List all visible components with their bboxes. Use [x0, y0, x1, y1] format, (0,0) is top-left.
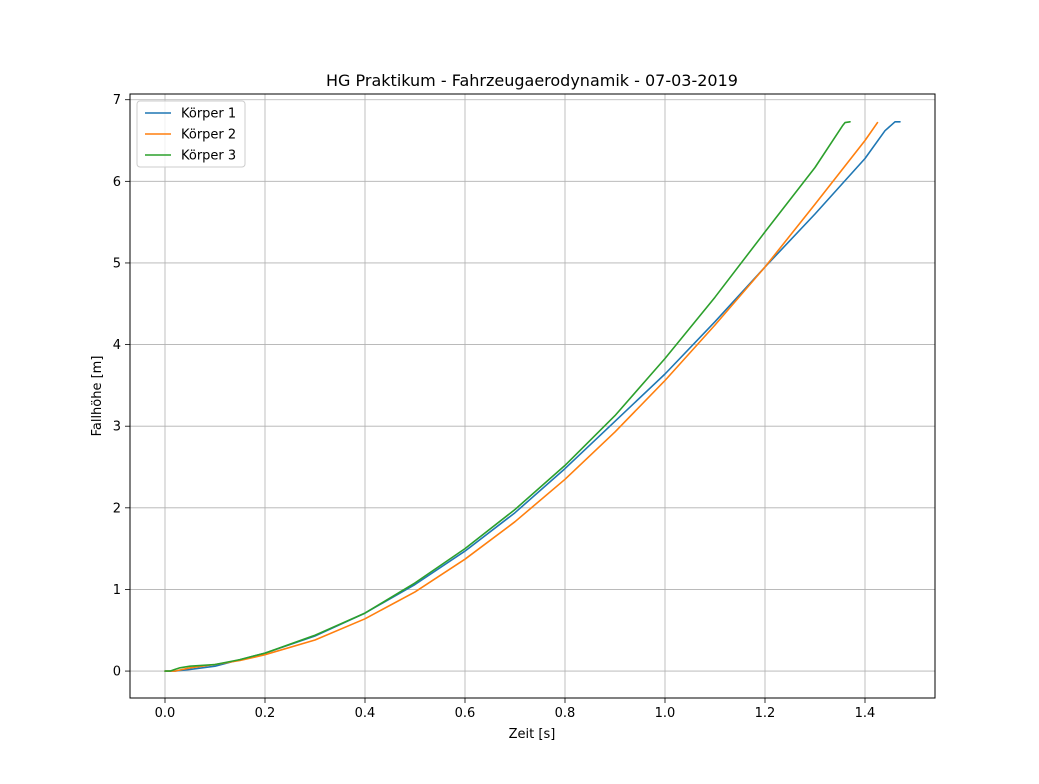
- y-tick-label: 4: [113, 338, 121, 353]
- chart-title: HG Praktikum - Fahrzeugaerodynamik - 07-…: [326, 71, 738, 90]
- x-tick-label: 1.2: [755, 706, 776, 721]
- x-tick-label: 0.8: [555, 706, 576, 721]
- x-tick-label: 1.4: [855, 706, 876, 721]
- legend-label-series-1: Körper 1: [181, 107, 236, 122]
- y-tick-label: 3: [113, 420, 121, 435]
- y-tick-label: 1: [113, 583, 121, 598]
- x-tick-label: 1.0: [655, 706, 676, 721]
- x-tick-label: 0.6: [455, 706, 476, 721]
- y-axis-ticks: 0 1 2 3 4 5 6 7: [113, 93, 130, 680]
- x-tick-label: 0.4: [355, 706, 376, 721]
- series-line-3: [164, 121, 851, 672]
- x-axis-ticks: 0.0 0.2 0.4 0.6 0.8 1.0 1.2 1.4: [155, 698, 876, 721]
- series-line-1: [164, 121, 901, 672]
- y-tick-label: 5: [113, 256, 121, 271]
- legend: Körper 1 Körper 2 Körper 3: [136, 100, 246, 168]
- legend-label-series-3: Körper 3: [181, 149, 236, 164]
- y-tick-label: 6: [113, 175, 121, 190]
- y-tick-label: 0: [113, 665, 121, 680]
- legend-box: [136, 100, 246, 168]
- x-tick-label: 0.2: [255, 706, 276, 721]
- plot-frame: [129, 93, 936, 699]
- y-tick-label: 2: [113, 501, 121, 516]
- x-tick-label: 0.0: [155, 706, 176, 721]
- series-lines: [164, 121, 901, 672]
- legend-label-series-2: Körper 2: [181, 128, 236, 143]
- y-tick-label: 7: [113, 93, 121, 108]
- x-axis-label: Zeit [s]: [509, 727, 556, 742]
- y-axis-label: Fallhöhe [m]: [90, 356, 105, 437]
